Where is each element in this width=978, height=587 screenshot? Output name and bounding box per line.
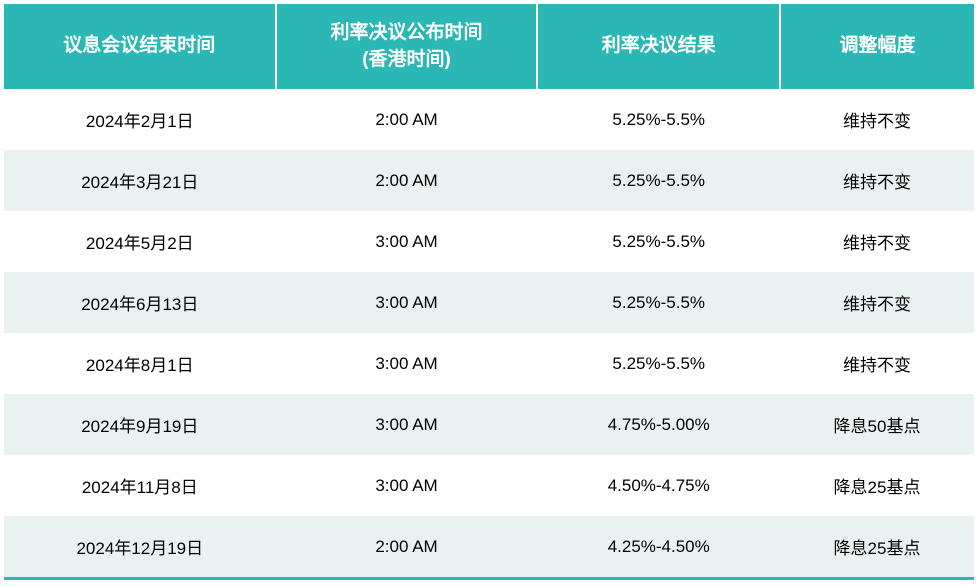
cell-result: 5.25%-5.5%: [537, 150, 780, 211]
cell-announce-time: 2:00 AM: [276, 89, 538, 150]
table-row: 2024年5月2日 3:00 AM 5.25%-5.5% 维持不变: [4, 211, 974, 272]
cell-end-date: 2024年12月19日: [4, 516, 276, 579]
cell-announce-time: 3:00 AM: [276, 272, 538, 333]
table-row: 2024年3月21日 2:00 AM 5.25%-5.5% 维持不变: [4, 150, 974, 211]
cell-end-date: 2024年9月19日: [4, 394, 276, 455]
cell-result: 5.25%-5.5%: [537, 272, 780, 333]
header-announce-time-line1: 利率决议公布时间: [331, 22, 483, 43]
cell-adjustment: 维持不变: [780, 150, 974, 211]
cell-end-date: 2024年5月2日: [4, 211, 276, 272]
cell-adjustment: 降息25基点: [780, 516, 974, 579]
cell-result: 5.25%-5.5%: [537, 89, 780, 150]
table-row: 2024年9月19日 3:00 AM 4.75%-5.00% 降息50基点: [4, 394, 974, 455]
cell-announce-time: 2:00 AM: [276, 150, 538, 211]
cell-result: 4.75%-5.00%: [537, 394, 780, 455]
cell-adjustment: 维持不变: [780, 211, 974, 272]
header-result: 利率决议结果: [537, 4, 780, 89]
cell-end-date: 2024年3月21日: [4, 150, 276, 211]
cell-result: 4.50%-4.75%: [537, 455, 780, 516]
table-body: 2024年2月1日 2:00 AM 5.25%-5.5% 维持不变 2024年3…: [4, 89, 974, 579]
cell-result: 4.25%-4.50%: [537, 516, 780, 579]
table-row: 2024年11月8日 3:00 AM 4.50%-4.75% 降息25基点: [4, 455, 974, 516]
table-row: 2024年8月1日 3:00 AM 5.25%-5.5% 维持不变: [4, 333, 974, 394]
cell-end-date: 2024年11月8日: [4, 455, 276, 516]
cell-end-date: 2024年2月1日: [4, 89, 276, 150]
cell-announce-time: 3:00 AM: [276, 333, 538, 394]
cell-adjustment: 降息50基点: [780, 394, 974, 455]
cell-adjustment: 维持不变: [780, 333, 974, 394]
cell-result: 5.25%-5.5%: [537, 211, 780, 272]
cell-adjustment: 维持不变: [780, 272, 974, 333]
header-adjustment: 调整幅度: [780, 4, 974, 89]
cell-announce-time: 3:00 AM: [276, 211, 538, 272]
table-row: 2024年6月13日 3:00 AM 5.25%-5.5% 维持不变: [4, 272, 974, 333]
rate-decision-table: 议息会议结束时间 利率决议公布时间 (香港时间) 利率决议结果 调整幅度 202…: [4, 4, 974, 580]
header-announce-time: 利率决议公布时间 (香港时间): [276, 4, 538, 89]
header-announce-time-line2: (香港时间): [362, 49, 451, 70]
cell-announce-time: 2:00 AM: [276, 516, 538, 579]
cell-adjustment: 降息25基点: [780, 455, 974, 516]
table-row: 2024年12月19日 2:00 AM 4.25%-4.50% 降息25基点: [4, 516, 974, 579]
header-meeting-end: 议息会议结束时间: [4, 4, 276, 89]
cell-adjustment: 维持不变: [780, 89, 974, 150]
cell-announce-time: 3:00 AM: [276, 394, 538, 455]
cell-end-date: 2024年6月13日: [4, 272, 276, 333]
table-header: 议息会议结束时间 利率决议公布时间 (香港时间) 利率决议结果 调整幅度: [4, 4, 974, 89]
table-header-row: 议息会议结束时间 利率决议公布时间 (香港时间) 利率决议结果 调整幅度: [4, 4, 974, 89]
cell-announce-time: 3:00 AM: [276, 455, 538, 516]
cell-end-date: 2024年8月1日: [4, 333, 276, 394]
rate-decision-table-container: 议息会议结束时间 利率决议公布时间 (香港时间) 利率决议结果 调整幅度 202…: [4, 4, 974, 580]
table-row: 2024年2月1日 2:00 AM 5.25%-5.5% 维持不变: [4, 89, 974, 150]
cell-result: 5.25%-5.5%: [537, 333, 780, 394]
